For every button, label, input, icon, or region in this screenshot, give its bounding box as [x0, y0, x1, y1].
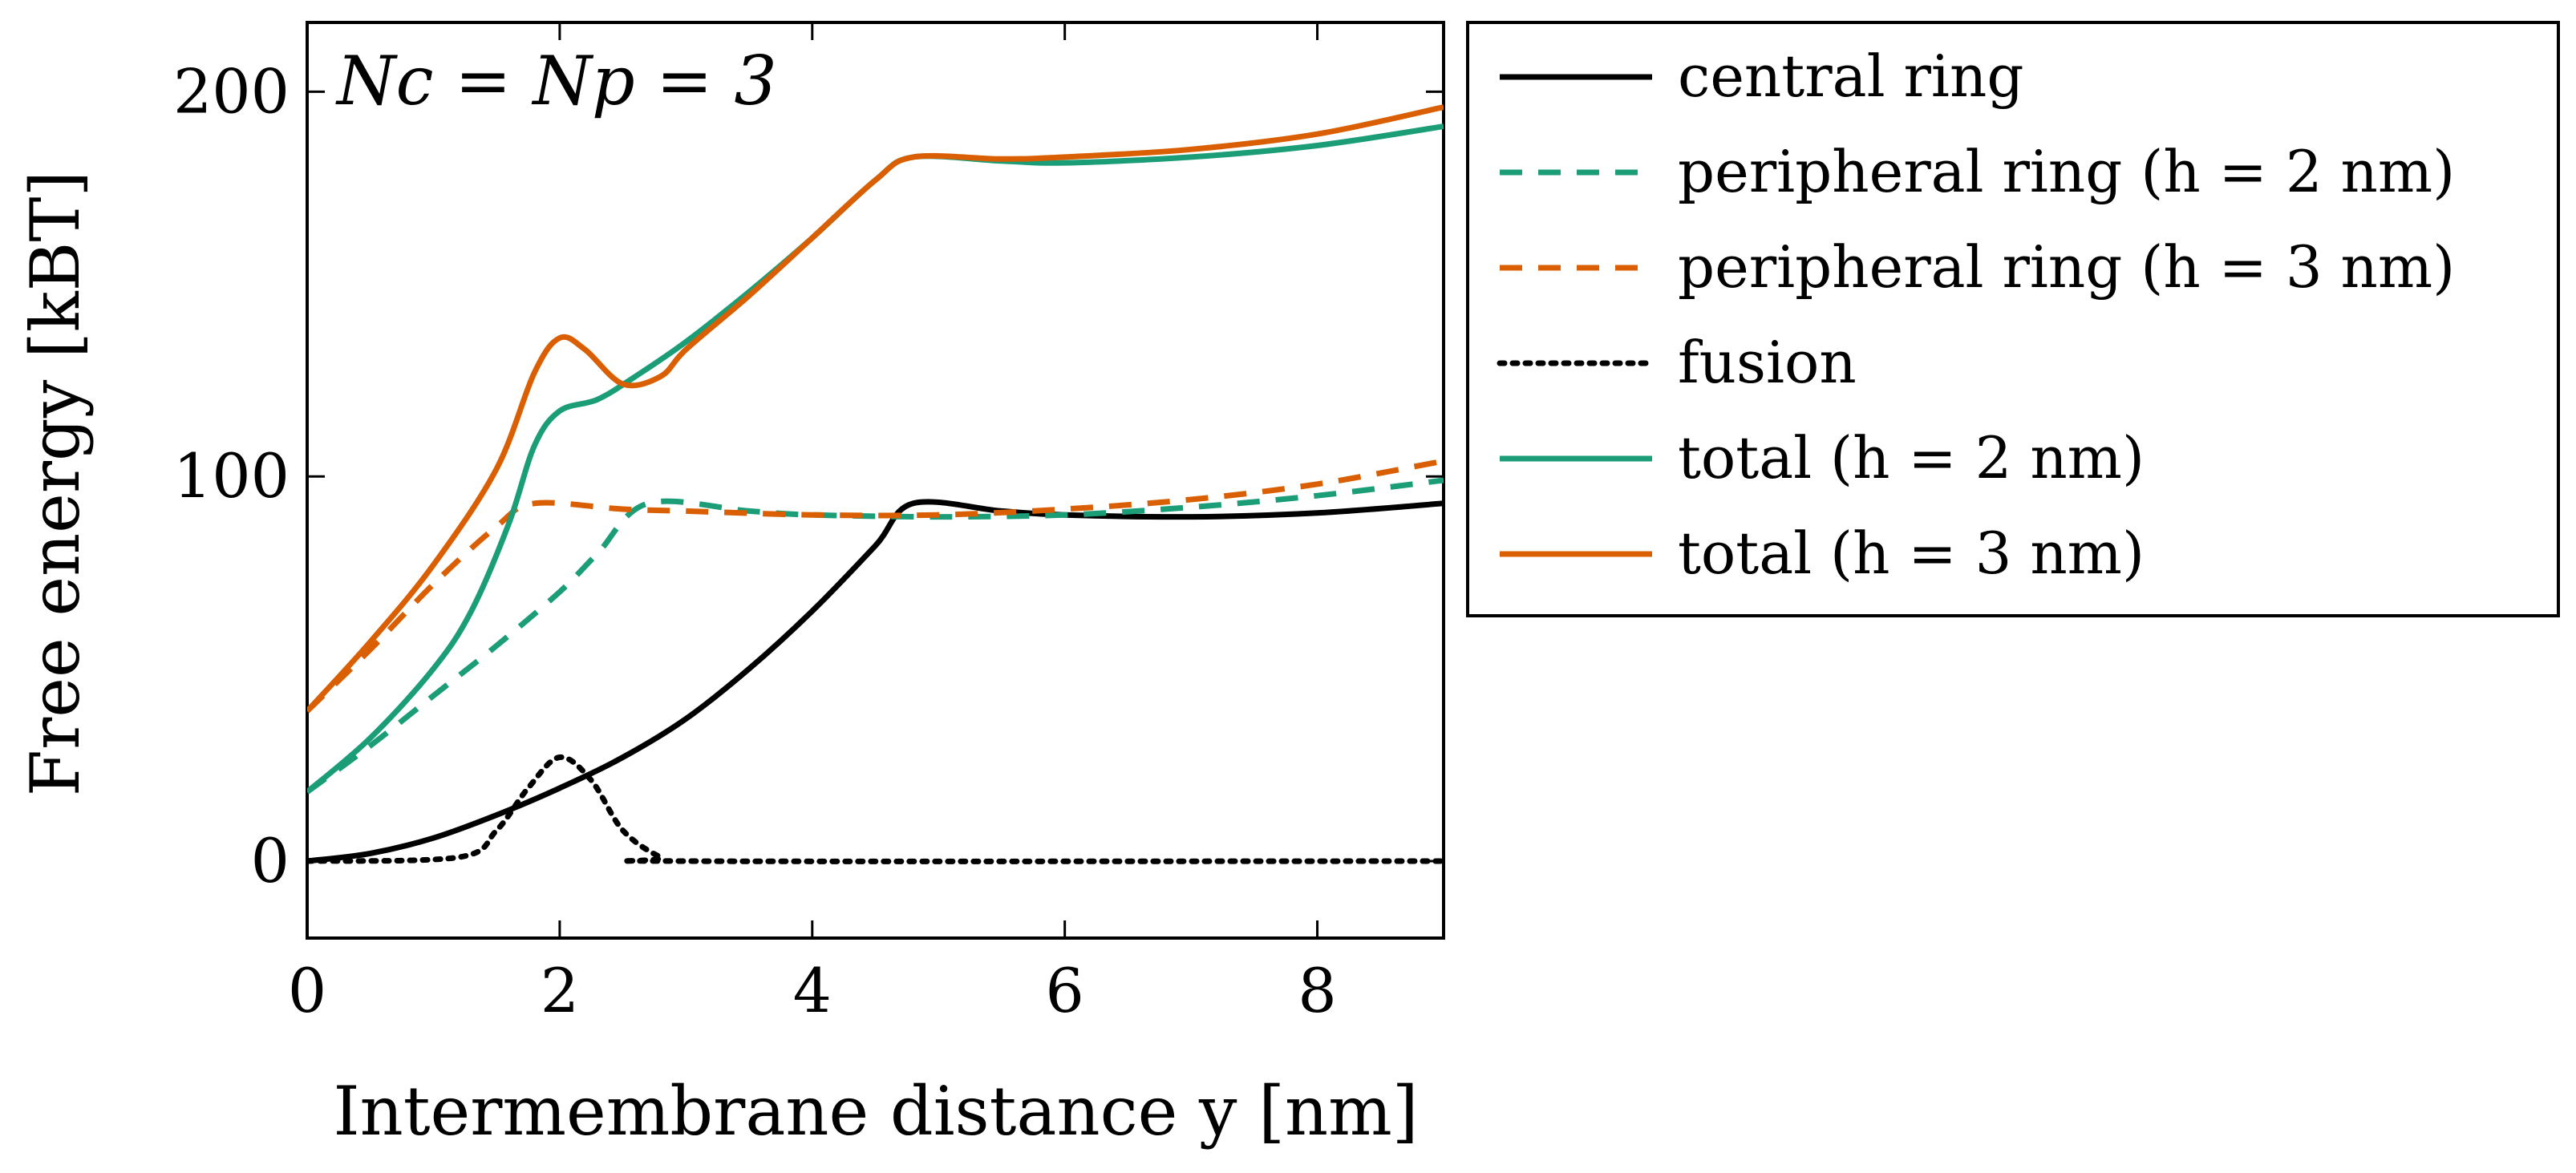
y-tick-label: 200 [173, 55, 290, 127]
y-axis-ticks: 0 100 200 [173, 55, 1444, 896]
legend: central ring peripheral ring (h = 2 nm) … [1466, 21, 2560, 617]
legend-label: total (h = 2 nm) [1678, 424, 2145, 491]
legend-entry: total (h = 2 nm) [1500, 424, 2145, 491]
y-tick-label: 0 [251, 825, 290, 896]
series-line-peripheral-ring-h2 [307, 477, 1444, 795]
x-axis-ticks: 0 2 4 6 8 [288, 22, 1337, 1026]
x-tick: 2 [541, 22, 579, 1026]
legend-box [1466, 21, 2560, 617]
x-tick-label: 4 [793, 955, 832, 1026]
legend-entry: total (h = 3 nm) [1500, 520, 2145, 587]
x-tick: 8 [1298, 22, 1337, 1026]
series-line-fusion [307, 754, 1444, 864]
x-tick-label: 8 [1298, 955, 1336, 1026]
legend-label: peripheral ring (h = 3 nm) [1678, 233, 2455, 301]
series-line-central-ring [307, 499, 1444, 864]
y-axis-title: Free energy [kBT] [16, 171, 95, 796]
plot-annotation: Nc = Np = 3 [335, 42, 777, 120]
x-tick-label: 0 [288, 955, 326, 1026]
legend-label: total (h = 3 nm) [1678, 520, 2145, 587]
x-tick: 0 [288, 22, 326, 1026]
y-tick: 0 [251, 825, 1444, 896]
y-tick-label: 100 [173, 440, 290, 512]
legend-label: peripheral ring (h = 2 nm) [1678, 138, 2455, 205]
legend-entry: peripheral ring (h = 2 nm) [1500, 138, 2455, 205]
y-tick: 200 [173, 55, 1444, 127]
plot-area-frame [306, 21, 1445, 940]
x-tick-label: 6 [1045, 955, 1083, 1026]
x-tick: 6 [1045, 22, 1084, 1026]
legend-label: central ring [1678, 42, 2023, 110]
legend-label: fusion [1678, 329, 1857, 396]
legend-entry: peripheral ring (h = 3 nm) [1500, 233, 2455, 301]
legend-entry: fusion [1497, 329, 1857, 396]
series-group [307, 104, 1444, 864]
x-tick-label: 2 [541, 955, 579, 1026]
series-line-total-h3 [307, 104, 1444, 714]
x-axis-title: Intermembrane distance y [nm] [333, 1072, 1418, 1151]
y-tick: 100 [173, 440, 1444, 512]
x-tick: 4 [793, 22, 832, 1026]
series-line-total-h2 [307, 123, 1444, 795]
legend-entry: central ring [1500, 42, 2023, 110]
